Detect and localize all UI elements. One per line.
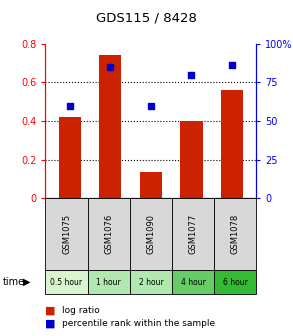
Point: [189, 72, 194, 77]
Text: ■: ■: [45, 306, 56, 316]
Text: GSM1078: GSM1078: [231, 214, 240, 254]
Text: GDS115 / 8428: GDS115 / 8428: [96, 12, 197, 25]
Text: ▶: ▶: [23, 277, 30, 287]
Point: [149, 103, 153, 108]
Bar: [59, 117, 81, 198]
Text: GSM1077: GSM1077: [189, 214, 197, 254]
Text: GSM1090: GSM1090: [146, 214, 155, 254]
Text: GSM1076: GSM1076: [104, 214, 113, 254]
Bar: [221, 90, 243, 198]
Text: 2 hour: 2 hour: [139, 278, 163, 287]
Text: 6 hour: 6 hour: [223, 278, 248, 287]
Text: 4 hour: 4 hour: [181, 278, 205, 287]
Text: 1 hour: 1 hour: [96, 278, 121, 287]
Point: [67, 103, 72, 108]
Text: 0.5 hour: 0.5 hour: [50, 278, 83, 287]
Text: percentile rank within the sample: percentile rank within the sample: [62, 319, 215, 328]
Text: log ratio: log ratio: [62, 306, 99, 315]
Text: GSM1075: GSM1075: [62, 214, 71, 254]
Bar: [180, 121, 203, 198]
Point: [108, 64, 113, 70]
Text: time: time: [3, 277, 25, 287]
Text: ■: ■: [45, 318, 56, 328]
Bar: [99, 55, 122, 198]
Point: [230, 62, 234, 68]
Bar: [140, 172, 162, 198]
